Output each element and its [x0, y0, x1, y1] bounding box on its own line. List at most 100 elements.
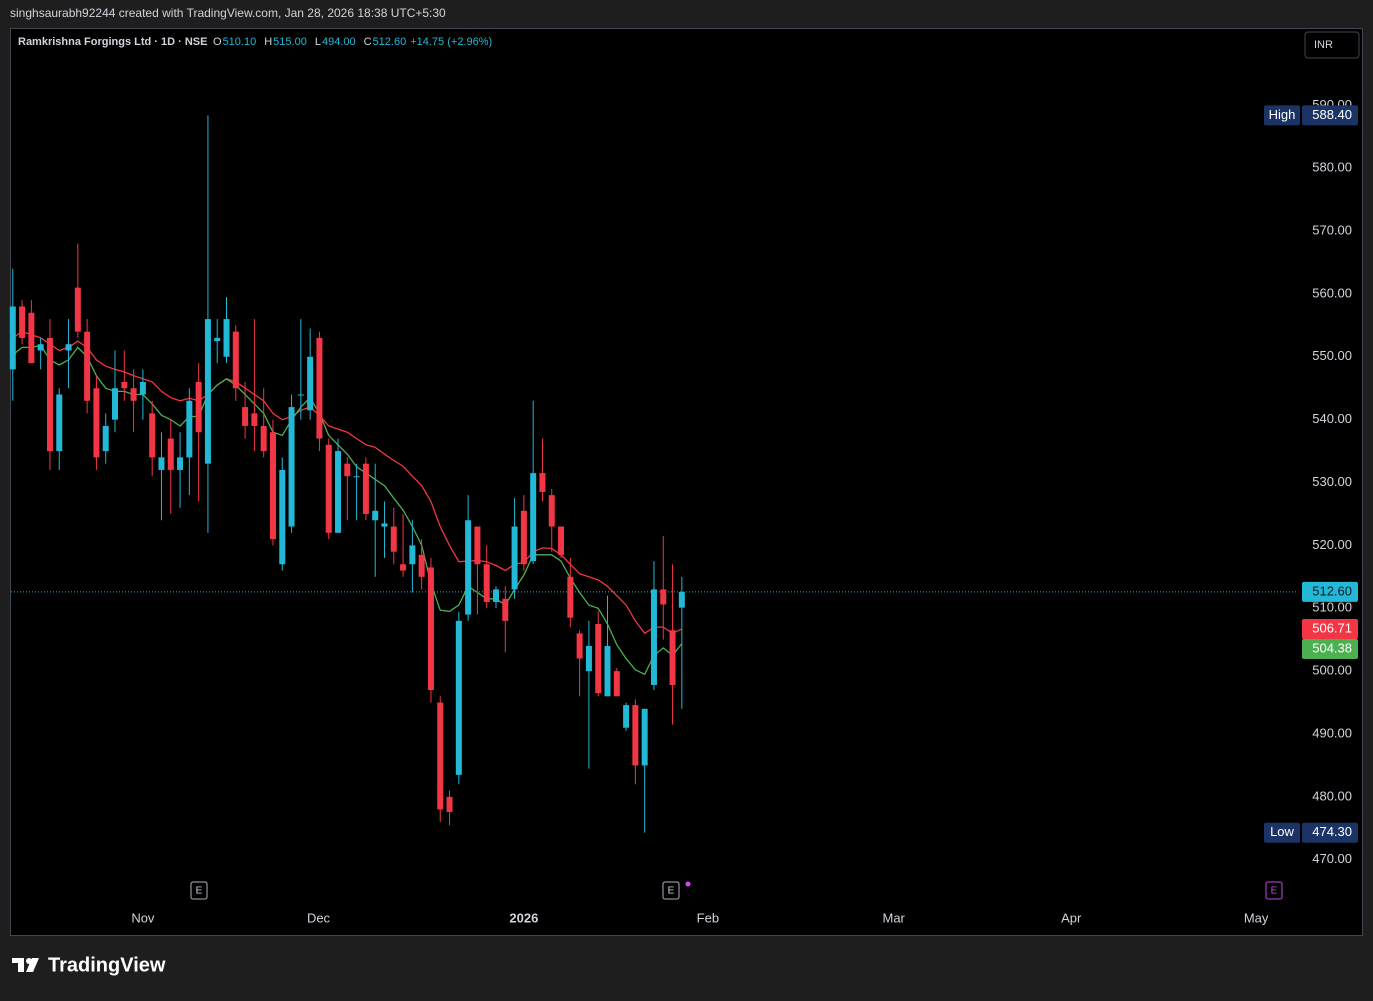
candle: [465, 495, 472, 621]
candle-body: [492, 589, 499, 602]
price-tag: [1302, 105, 1358, 126]
y-tick-label: 510.00: [1312, 600, 1352, 615]
candle-body: [297, 394, 304, 396]
candle: [539, 438, 546, 502]
candle-body: [37, 344, 44, 351]
earnings-icon[interactable]: [662, 881, 680, 900]
candle-body: [669, 630, 676, 685]
legend-value: 494.00: [322, 36, 356, 48]
candle: [307, 328, 314, 420]
candle-body: [623, 705, 630, 728]
price-tag: [1302, 581, 1358, 602]
candle-body: [511, 526, 518, 590]
candle: [56, 388, 63, 470]
candle-body: [269, 432, 276, 540]
y-tick-label: 550.00: [1312, 348, 1352, 363]
candle-body: [390, 526, 397, 552]
y-tick-label: 520.00: [1312, 537, 1352, 552]
candle-body: [232, 331, 239, 389]
candle-body: [530, 473, 537, 562]
candle-body: [539, 473, 546, 492]
candle: [149, 400, 156, 477]
price-tag: [1302, 638, 1358, 659]
candle: [65, 319, 72, 389]
candle-body: [112, 388, 119, 420]
y-tick-label: 490.00: [1312, 725, 1352, 740]
price-tag-label-box: [1264, 822, 1300, 843]
candle-body: [74, 287, 81, 332]
candle-body: [632, 705, 639, 766]
candle-body: [84, 331, 91, 401]
logo-mark: [12, 958, 39, 972]
price-tag-text: 474.30: [1312, 824, 1352, 839]
candle: [74, 243, 81, 338]
currency-box[interactable]: [1304, 31, 1360, 59]
candle-body: [409, 545, 416, 565]
candle: [576, 630, 583, 697]
legend-value: 512.60: [373, 36, 407, 48]
candle: [279, 457, 286, 571]
candle: [455, 612, 462, 785]
candle-body: [325, 444, 332, 533]
candle: [381, 501, 388, 558]
candle-body: [641, 708, 648, 766]
price-tag: [1302, 618, 1358, 639]
candle-body: [344, 463, 351, 477]
candle: [84, 319, 91, 414]
candle: [214, 319, 221, 364]
candle-body: [520, 510, 527, 565]
candle-body: [455, 620, 462, 775]
candle-body: [223, 319, 230, 357]
x-tick-label: Apr: [1061, 910, 1082, 925]
candle: [446, 790, 453, 826]
price-tag-text: 506.71: [1312, 620, 1352, 635]
header: singhsaurabh92244 created with TradingVi…: [10, 6, 446, 20]
x-tick-label: Dec: [307, 910, 331, 925]
candle-body: [177, 457, 184, 470]
ohlc-legend: O 510.10 H 515.00 L 494.00 C 512.60 +14.75 (+2.9…: [213, 36, 492, 48]
candle-body: [28, 312, 35, 364]
footer-brand: TradingView: [48, 954, 166, 976]
earnings-icon[interactable]: [1265, 881, 1283, 900]
candle-body: [9, 306, 16, 370]
candle-body: [260, 425, 267, 452]
candle: [102, 413, 109, 464]
price-tag-label: High: [1269, 107, 1296, 122]
candle: [46, 319, 53, 470]
candle-body: [585, 645, 592, 672]
candle-body: [121, 381, 128, 389]
y-tick-label: 470.00: [1312, 851, 1352, 866]
legend-key: C: [364, 36, 372, 48]
candle-body: [465, 520, 472, 615]
candle-body: [316, 337, 323, 439]
candle: [158, 432, 165, 521]
candle: [502, 586, 509, 653]
candle-body: [65, 344, 72, 351]
candle: [372, 463, 379, 577]
candle-body: [167, 438, 174, 470]
candle-body: [567, 576, 574, 618]
candle-body: [279, 469, 286, 565]
earnings-mark: E: [668, 886, 675, 897]
earnings-icon[interactable]: [190, 881, 208, 900]
legend-key: L: [315, 36, 321, 48]
candle: [567, 557, 574, 628]
candle-body: [576, 633, 583, 659]
candle: [325, 438, 332, 540]
candle: [409, 520, 416, 593]
candle: [623, 702, 630, 731]
candle: [177, 432, 184, 508]
price-tag-text: 512.60: [1312, 583, 1352, 598]
y-tick-label: 570.00: [1312, 222, 1352, 237]
candle: [167, 419, 174, 514]
candle-body: [437, 702, 444, 810]
candle-body: [660, 589, 667, 605]
legend-key: O: [213, 36, 222, 48]
candle-body: [595, 623, 602, 694]
candle-body: [400, 564, 407, 571]
candle: [37, 337, 44, 370]
candle-body: [418, 554, 425, 577]
candle-body: [19, 306, 26, 338]
earnings-icons: E E E: [190, 881, 1283, 900]
